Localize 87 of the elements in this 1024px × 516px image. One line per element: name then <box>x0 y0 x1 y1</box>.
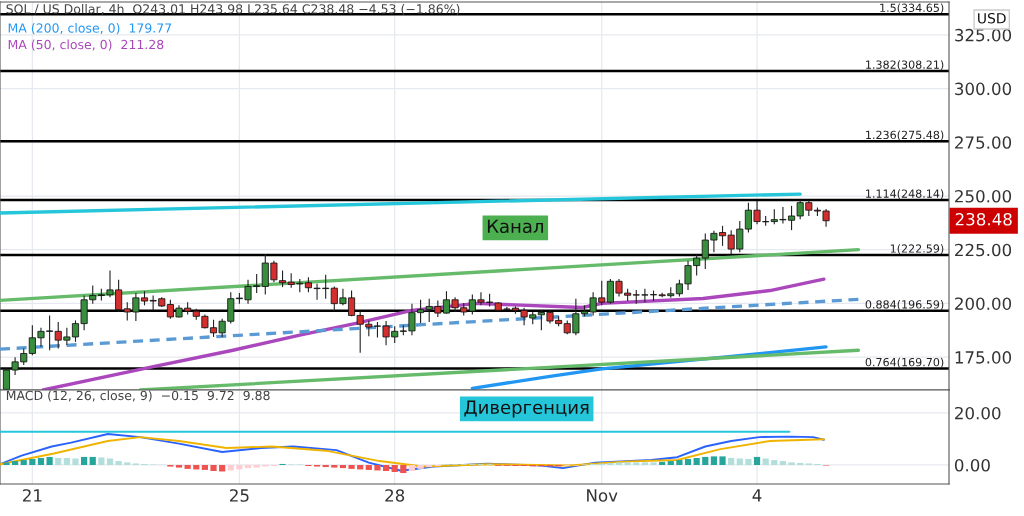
bar <box>37 457 45 465</box>
bar <box>11 461 19 465</box>
ref-line-label: 1.114(248.14) <box>866 189 944 200</box>
bar <box>382 464 390 471</box>
bar <box>253 464 260 468</box>
bar <box>693 457 700 465</box>
ref-line-label: 0.764(169.70) <box>865 357 944 368</box>
bar <box>788 462 795 465</box>
bar <box>667 461 674 465</box>
chart-title: SOL / US Dollar, 4h O243.01 H243.98 L235.64 C238.48 −4.53 (−1.86%) <box>6 3 460 16</box>
y-tick-label: 250.00 <box>955 189 1012 203</box>
bar <box>797 462 804 465</box>
bar <box>210 464 217 471</box>
bar <box>236 464 243 470</box>
text: 238.48 <box>955 212 1012 226</box>
y-tick-label: 200.00 <box>955 297 1012 310</box>
bar <box>29 459 36 465</box>
bar <box>702 456 709 465</box>
bar <box>124 462 131 465</box>
bar <box>719 456 726 465</box>
bar <box>322 464 329 468</box>
bar <box>184 464 191 469</box>
ref-line-label: 1(222.59) <box>890 244 944 255</box>
y-tick-label: 20.00 <box>955 406 1001 420</box>
bar <box>63 457 70 465</box>
x-tick-label: 4 <box>752 489 762 502</box>
annotation: Дивергенция <box>464 400 589 418</box>
bar <box>417 464 424 469</box>
ref-line-label: 0.884(196.59) <box>865 300 944 310</box>
text: USD <box>978 12 1006 24</box>
bar <box>676 460 683 465</box>
y-tick-label: 0.00 <box>954 458 990 472</box>
bar <box>175 464 183 468</box>
bar <box>728 457 735 465</box>
bar <box>72 458 79 465</box>
annotation: Канал <box>487 219 543 234</box>
bar <box>607 462 614 465</box>
ref-line-label: 1.382(308.21) <box>866 60 944 71</box>
bar <box>400 464 407 474</box>
bar <box>339 464 347 469</box>
bar <box>98 457 105 465</box>
bar <box>710 456 718 465</box>
ref-line-label: 1.5(334.65) <box>880 3 944 14</box>
bar <box>244 464 252 469</box>
bar <box>115 461 122 465</box>
bar <box>219 464 226 472</box>
bar <box>779 461 787 465</box>
bar <box>3 462 10 465</box>
bar <box>391 464 398 473</box>
bar <box>20 460 27 465</box>
bar <box>81 456 88 465</box>
bar <box>408 464 416 471</box>
bar <box>736 458 743 465</box>
y-tick-label: 300.00 <box>955 82 1012 96</box>
x-tick-label: Nov <box>587 489 618 502</box>
bar <box>201 464 208 470</box>
bar <box>753 456 761 465</box>
bar <box>374 464 381 471</box>
bar <box>650 462 657 465</box>
bar <box>365 464 372 470</box>
y-tick-label: 225.00 <box>955 243 1012 257</box>
x-tick-label: 25 <box>230 489 249 502</box>
bar <box>615 462 623 465</box>
bar <box>762 458 769 465</box>
bar <box>426 464 433 468</box>
bar <box>46 456 53 465</box>
bar <box>641 462 648 465</box>
bar <box>745 459 752 465</box>
bar <box>684 459 692 465</box>
text: MA (200, close, 0) 179.77 <box>8 23 172 35</box>
text: MA (50, close, 0) 211.28 <box>8 39 164 51</box>
bar <box>89 456 96 465</box>
bar <box>348 464 355 469</box>
y-tick-label: 175.00 <box>955 351 1012 364</box>
bar <box>106 458 114 465</box>
y-tick-label: 325.00 <box>955 28 1012 42</box>
bar <box>331 464 338 468</box>
chart-title: MACD (12, 26, close, 9) −0.15 9.72 9.88 <box>6 390 270 402</box>
x-tick-label: 28 <box>385 489 405 502</box>
bar <box>659 461 666 465</box>
y-tick-label: 275.00 <box>955 136 1012 149</box>
bar <box>624 462 631 465</box>
ref-line-label: 1.236(275.48) <box>866 130 944 141</box>
bar <box>771 460 778 465</box>
bar <box>633 462 640 465</box>
bar <box>55 457 62 465</box>
x-tick-label: 21 <box>22 489 42 502</box>
